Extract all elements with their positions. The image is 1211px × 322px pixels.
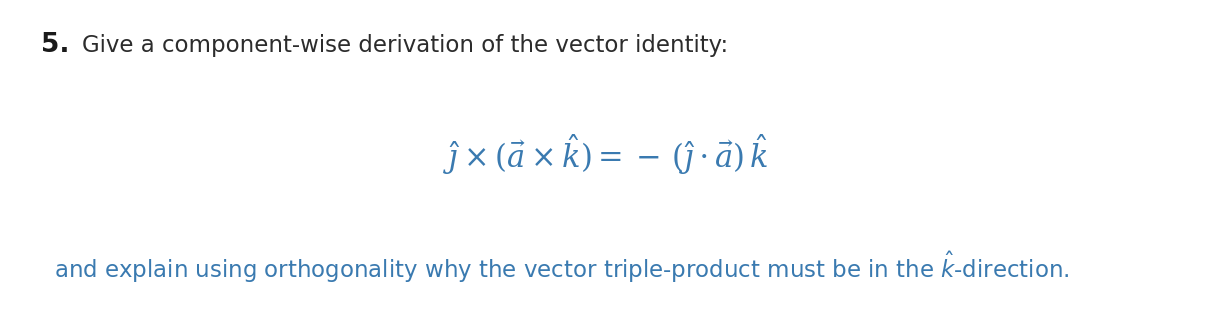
Text: and explain using orthogonality why the vector triple-product must be in the $\h: and explain using orthogonality why the … — [54, 250, 1071, 285]
Text: 5.: 5. — [41, 32, 70, 58]
Text: Give a component-wise derivation of the vector identity:: Give a component-wise derivation of the … — [82, 33, 729, 57]
Text: $\hat{\jmath} \times (\vec{a} \times \hat{k}) = -\,(\hat{\jmath} \cdot \vec{a})\: $\hat{\jmath} \times (\vec{a} \times \ha… — [443, 132, 768, 177]
